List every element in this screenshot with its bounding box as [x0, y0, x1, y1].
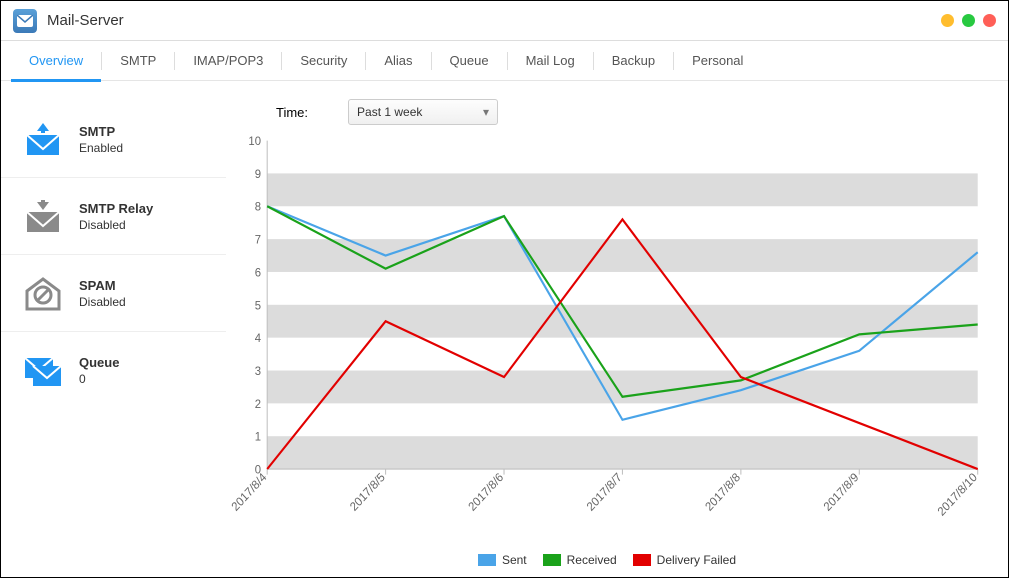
svg-text:4: 4	[255, 332, 262, 345]
sidebar: SMTP Enabled SMTP Relay Disabled SPAM Disable…	[1, 81, 226, 577]
svg-text:2: 2	[255, 397, 261, 410]
time-select-value: Past 1 week	[357, 105, 422, 119]
app-title: Mail-Server	[47, 12, 124, 29]
tab-mail-log[interactable]: Mail Log	[508, 41, 593, 81]
tab-backup[interactable]: Backup	[594, 41, 673, 81]
status-title: SMTP	[79, 124, 123, 139]
time-select[interactable]: Past 1 week ▾	[348, 99, 498, 125]
svg-text:2017/8/6: 2017/8/6	[466, 470, 506, 514]
tab-security[interactable]: Security	[282, 41, 365, 81]
status-item-smtp-relay[interactable]: SMTP Relay Disabled	[1, 178, 226, 255]
time-label: Time:	[276, 105, 308, 120]
legend-item-received: Received	[543, 553, 617, 567]
legend-swatch	[633, 554, 651, 566]
svg-text:8: 8	[255, 200, 262, 213]
smtp-relay-icon	[21, 196, 65, 236]
legend: Sent Received Delivery Failed	[226, 547, 988, 567]
svg-text:5: 5	[255, 299, 262, 312]
close-button[interactable]	[983, 14, 996, 27]
legend-swatch	[478, 554, 496, 566]
tab-personal[interactable]: Personal	[674, 41, 761, 81]
status-sub: Disabled	[79, 218, 153, 232]
svg-text:9: 9	[255, 167, 261, 180]
legend-item-delivery-failed: Delivery Failed	[633, 553, 736, 567]
minimize-button[interactable]	[941, 14, 954, 27]
tab-overview[interactable]: Overview	[11, 41, 101, 81]
status-text: SPAM Disabled	[79, 278, 126, 309]
svg-text:2017/8/8: 2017/8/8	[703, 470, 743, 514]
legend-label: Delivery Failed	[657, 553, 736, 567]
legend-label: Received	[567, 553, 617, 567]
chevron-down-icon: ▾	[483, 105, 489, 119]
svg-text:10: 10	[248, 135, 261, 148]
tab-alias[interactable]: Alias	[366, 41, 430, 81]
svg-text:2017/8/7: 2017/8/7	[585, 471, 625, 514]
status-title: SPAM	[79, 278, 126, 293]
status-item-spam[interactable]: SPAM Disabled	[1, 255, 226, 332]
app-icon	[13, 9, 37, 33]
svg-text:2017/8/4: 2017/8/4	[229, 470, 269, 514]
legend-item-sent: Sent	[478, 553, 527, 567]
svg-text:3: 3	[255, 365, 262, 378]
svg-text:1: 1	[255, 430, 261, 443]
time-row: Time: Past 1 week ▾	[226, 91, 988, 135]
svg-text:2017/8/9: 2017/8/9	[821, 471, 861, 514]
titlebar: Mail-Server	[1, 1, 1008, 41]
status-title: Queue	[79, 355, 119, 370]
status-sub: 0	[79, 372, 119, 386]
status-text: SMTP Enabled	[79, 124, 123, 155]
tabs: OverviewSMTPIMAP/POP3SecurityAliasQueueM…	[1, 41, 1008, 81]
svg-text:2017/8/10: 2017/8/10	[935, 470, 980, 518]
maximize-button[interactable]	[962, 14, 975, 27]
content: SMTP Enabled SMTP Relay Disabled SPAM Disable…	[1, 81, 1008, 577]
status-item-smtp[interactable]: SMTP Enabled	[1, 101, 226, 178]
status-title: SMTP Relay	[79, 201, 153, 216]
status-text: SMTP Relay Disabled	[79, 201, 153, 232]
spam-icon	[21, 273, 65, 313]
status-sub: Disabled	[79, 295, 126, 309]
svg-text:2017/8/5: 2017/8/5	[348, 470, 388, 514]
legend-label: Sent	[502, 553, 527, 567]
legend-swatch	[543, 554, 561, 566]
window-controls	[941, 14, 996, 27]
tab-imap-pop3[interactable]: IMAP/POP3	[175, 41, 281, 81]
tab-smtp[interactable]: SMTP	[102, 41, 174, 81]
chart: 0123456789102017/8/42017/8/52017/8/62017…	[226, 135, 988, 547]
status-item-queue[interactable]: Queue 0	[1, 332, 226, 408]
tab-queue[interactable]: Queue	[432, 41, 507, 81]
smtp-send-icon	[21, 119, 65, 159]
main-panel: Time: Past 1 week ▾ 0123456789102017/8/4…	[226, 81, 1008, 577]
svg-text:6: 6	[255, 266, 262, 279]
queue-icon	[21, 350, 65, 390]
svg-text:7: 7	[255, 233, 261, 246]
status-sub: Enabled	[79, 141, 123, 155]
status-text: Queue 0	[79, 355, 119, 386]
